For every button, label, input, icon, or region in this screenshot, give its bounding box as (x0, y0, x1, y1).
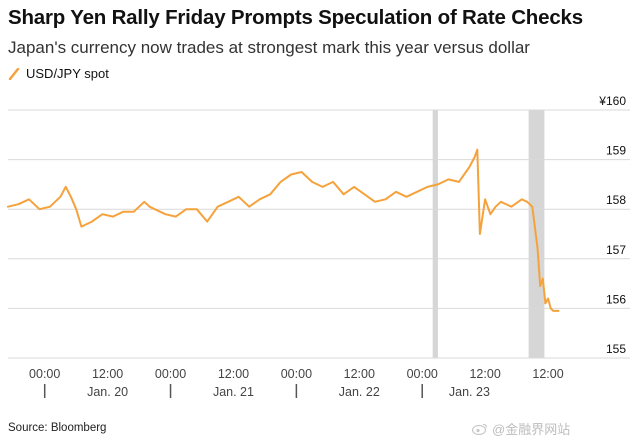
series-line-usdjpy (7, 148, 560, 312)
shaded-period-1 (432, 110, 438, 358)
day-label: Jan. 20 (87, 385, 128, 399)
y-tick-label: 158 (606, 193, 626, 207)
x-tick-label: 00:00 (281, 367, 312, 381)
watermark-text: @金融界网站 (492, 422, 571, 437)
x-tick-label: 12:00 (532, 367, 563, 381)
x-tick-label: 12:00 (344, 367, 375, 381)
chart-subtitle: Japan's currency now trades at strongest… (8, 38, 530, 57)
y-tick-label: 156 (606, 292, 626, 306)
y-tick-label: ¥160 (598, 94, 626, 108)
chart-title: Sharp Yen Rally Friday Prompts Speculati… (8, 6, 583, 29)
day-label: Jan. 22 (339, 385, 380, 399)
x-tick-label: 12:00 (218, 367, 249, 381)
x-tick-label: 00:00 (29, 367, 60, 381)
weibo-icon (472, 423, 488, 435)
x-tick-label: 00:00 (155, 367, 186, 381)
x-tick-label: 00:00 (407, 367, 438, 381)
legend-label: USD/JPY spot (26, 66, 109, 81)
y-tick-label: 159 (606, 144, 626, 158)
y-tick-label: 157 (606, 243, 626, 257)
day-label: Jan. 21 (213, 385, 254, 399)
legend-swatch-icon (8, 67, 20, 80)
y-tick-label: 155 (606, 342, 626, 356)
x-tick-label: 12:00 (469, 367, 500, 381)
x-tick-label: 12:00 (92, 367, 123, 381)
watermark: @金融界网站 (472, 419, 570, 438)
source-note: Source: Bloomberg (8, 422, 107, 434)
day-label: Jan. 23 (449, 385, 490, 399)
legend: USD/JPY spot (8, 66, 109, 81)
